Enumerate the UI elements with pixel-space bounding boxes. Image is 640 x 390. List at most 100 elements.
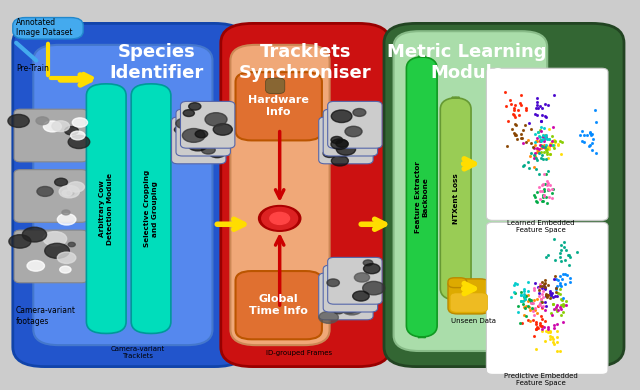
Point (539, 125, 549, 131)
Point (538, 136, 548, 142)
Point (507, 126, 517, 132)
Point (542, 143, 552, 149)
Point (575, 132, 585, 138)
Point (538, 288, 548, 294)
Point (591, 119, 601, 125)
Point (534, 134, 545, 140)
Point (520, 305, 530, 312)
Point (535, 283, 545, 289)
Text: Metric Learning
Module: Metric Learning Module (387, 43, 547, 82)
Circle shape (43, 232, 67, 246)
Point (534, 287, 544, 294)
Point (538, 294, 548, 300)
Point (556, 312, 566, 318)
Point (540, 133, 550, 139)
Point (540, 134, 550, 140)
Circle shape (44, 121, 61, 132)
FancyBboxPatch shape (486, 68, 608, 220)
Circle shape (259, 206, 301, 231)
Point (540, 338, 550, 344)
Point (520, 296, 530, 302)
Point (549, 341, 559, 347)
Point (520, 293, 531, 299)
Point (518, 127, 528, 133)
Point (532, 138, 542, 144)
Point (530, 305, 540, 311)
Point (540, 171, 550, 177)
Point (529, 285, 540, 291)
Circle shape (59, 186, 79, 198)
Point (556, 258, 566, 264)
Point (555, 250, 565, 257)
Point (511, 132, 522, 138)
Circle shape (345, 126, 362, 137)
Point (534, 184, 544, 191)
Point (582, 132, 592, 138)
Point (541, 328, 551, 334)
Point (547, 312, 557, 318)
Point (540, 292, 550, 299)
Point (541, 193, 551, 200)
Point (552, 293, 563, 299)
Circle shape (202, 146, 215, 154)
Point (518, 301, 529, 307)
Point (549, 137, 559, 144)
Point (537, 112, 547, 118)
Point (537, 323, 547, 330)
Point (560, 271, 570, 277)
Point (538, 142, 548, 148)
Point (533, 148, 543, 154)
Point (528, 300, 538, 306)
Point (551, 285, 561, 291)
Point (522, 278, 532, 285)
Circle shape (362, 286, 380, 298)
Circle shape (332, 156, 348, 166)
Point (543, 135, 554, 142)
Point (556, 297, 566, 303)
Point (547, 290, 557, 296)
Point (556, 247, 566, 253)
Point (554, 277, 564, 284)
Point (501, 103, 511, 109)
Point (556, 306, 566, 312)
FancyBboxPatch shape (236, 72, 322, 140)
Point (559, 239, 569, 246)
Point (529, 297, 540, 303)
Point (536, 323, 547, 329)
Point (548, 300, 558, 307)
Point (518, 139, 528, 145)
Point (531, 139, 541, 145)
Point (506, 96, 516, 103)
Point (547, 186, 557, 193)
Point (540, 307, 550, 313)
Point (509, 289, 519, 295)
Point (540, 181, 550, 187)
Circle shape (319, 311, 339, 323)
Point (536, 117, 547, 124)
Point (529, 191, 539, 198)
Point (579, 138, 589, 145)
Point (536, 152, 547, 158)
Point (538, 192, 548, 199)
Point (556, 302, 566, 308)
Point (534, 319, 545, 326)
Point (525, 140, 536, 146)
Point (536, 136, 547, 143)
Point (543, 252, 553, 259)
Point (518, 312, 529, 319)
Point (523, 292, 533, 298)
Point (557, 271, 568, 277)
Point (518, 294, 529, 300)
Circle shape (327, 279, 339, 287)
Point (543, 282, 554, 288)
Circle shape (212, 116, 224, 123)
Point (540, 299, 550, 305)
Circle shape (356, 264, 378, 277)
Point (584, 142, 595, 148)
Point (558, 301, 568, 307)
Point (535, 188, 545, 194)
Point (540, 145, 550, 151)
Point (548, 301, 558, 307)
Point (538, 193, 548, 200)
Circle shape (351, 291, 367, 301)
